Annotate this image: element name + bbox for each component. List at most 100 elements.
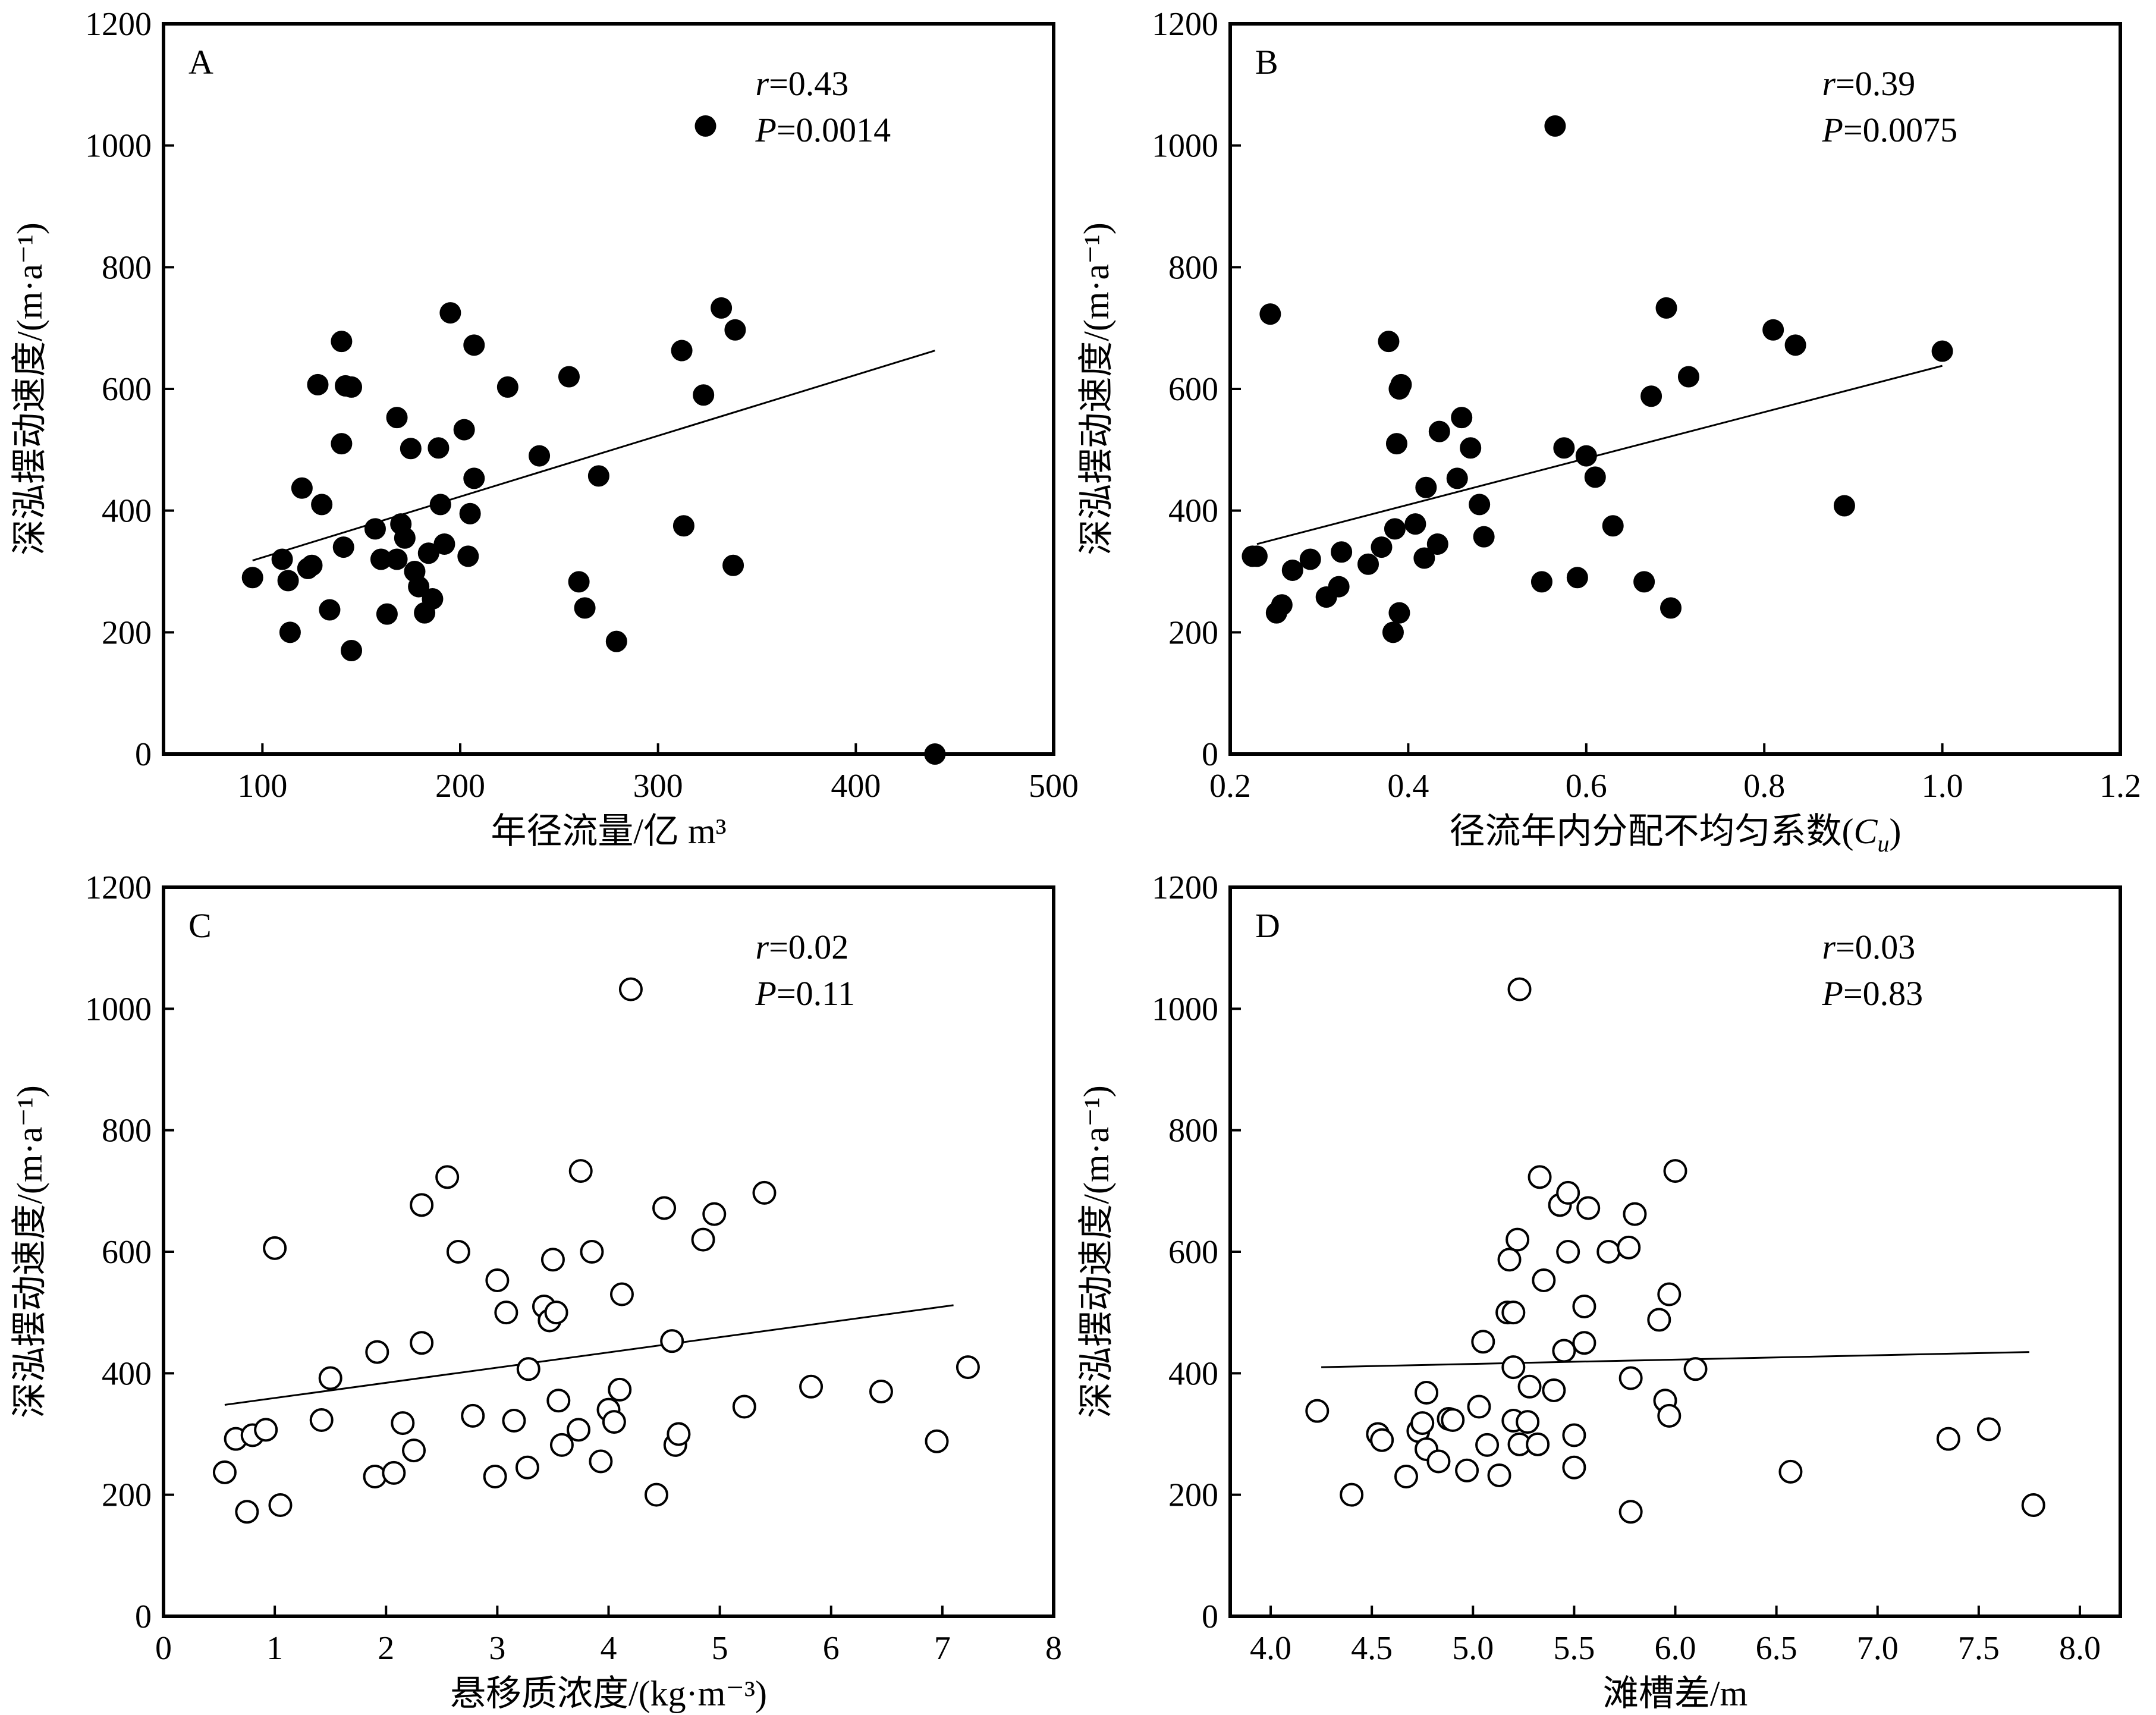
data-point [1501,1355,1526,1380]
data-point [1428,420,1450,442]
data-point [1469,494,1491,516]
data-point [402,1438,426,1463]
y-axis-title: 深泓摆动速度/(m·a⁻¹) [1077,222,1116,555]
data-point [1544,115,1566,137]
data-point [1657,1403,1682,1428]
y-tick-label: 0 [135,736,152,773]
data-point [433,533,455,555]
data-point [1677,366,1699,388]
y-tick-label: 800 [1168,249,1218,286]
data-point [605,630,627,652]
data-point [1618,1366,1643,1390]
panel-d-scatter-plot: 0 200 400 600 800 1000 1200 4.0 4.5 5.0 5.5 6.0 6.5 7… [1077,869,2122,1713]
data-point [1623,1202,1647,1226]
data-point [1528,1165,1552,1189]
r-symbol: r [1822,64,1836,103]
data-point [644,1482,668,1507]
r-value: =0.43 [769,64,848,103]
data-point [568,1159,593,1183]
data-point [568,571,590,593]
x-tick-label: 6.0 [1655,1630,1696,1667]
y-tick-label: 200 [102,614,152,651]
r-symbol: r [756,928,769,966]
correlation-r-label: r=0.39 [1822,64,1916,103]
x-tick-label: 2 [378,1630,394,1667]
data-point [309,1408,334,1433]
y-tick-label: 200 [1168,614,1218,651]
data-point [1460,437,1482,459]
data-point [1562,1423,1586,1447]
data-point [652,1196,677,1220]
data-point [609,1282,634,1306]
data-point [702,1202,727,1226]
data-point [212,1460,237,1484]
data-point [1566,567,1588,589]
data-point [410,1331,434,1355]
x-axis-title: 径流年内分配不均匀系数(Cu) [1450,812,1902,857]
data-point [1385,433,1407,455]
plot-frame [1228,22,2122,756]
y-tick-label: 400 [1168,1355,1218,1392]
data-point [1404,513,1426,535]
x-tick-label: 6 [823,1630,840,1667]
p-value: =0.83 [1843,974,1923,1013]
panel-label: A [188,43,213,81]
data-point [924,743,946,765]
data-point [1271,594,1293,616]
data-point [515,1455,539,1480]
data-point [1552,1339,1576,1363]
y-tick-label: 1000 [1152,128,1218,165]
x-tick-label: 5.0 [1452,1630,1494,1667]
data-point [580,1240,604,1264]
data-point [459,502,481,524]
data-point [1388,602,1410,624]
data-point [331,331,353,353]
data-point [382,1460,406,1485]
p-symbol: P [755,974,777,1013]
data-point [1415,1381,1439,1405]
data-point [1572,1331,1596,1355]
data-point [529,445,551,467]
data-point [1382,621,1404,643]
data-point [1657,1282,1682,1306]
data-point [271,548,293,570]
data-point [1246,545,1268,567]
data-point [364,518,386,540]
data-point [341,640,363,662]
regression-line [1256,365,1943,545]
data-point [365,1340,389,1364]
data-point [291,477,313,499]
data-point [1441,1408,1465,1433]
data-point [1413,547,1435,569]
panel-label: C [188,906,212,945]
data-point [956,1355,980,1380]
y-tick-label: 0 [135,1598,152,1635]
plot-frame [162,885,1055,1618]
data-point [376,603,398,625]
correlation-r-label: r=0.03 [1822,928,1916,966]
p-value-label: P=0.83 [1822,974,1924,1013]
x-tick-label: 1.0 [1922,768,1963,805]
data-point [1506,1227,1530,1252]
data-point [1467,1394,1491,1419]
data-point [540,1248,565,1272]
x-axis-title-symbol: C [1853,812,1878,851]
y-tick-label: 1000 [85,128,152,165]
data-point [386,548,408,570]
data-point [1305,1399,1330,1423]
data-point [446,1240,470,1264]
data-point [235,1500,259,1524]
data-point [1370,1428,1394,1452]
data-point [1833,495,1855,517]
p-value-label: P=0.0075 [1822,111,1958,149]
data-point [1426,533,1448,555]
data-point [672,515,694,537]
data-point [1618,1500,1643,1524]
data-point [268,1493,293,1518]
y-tick-label: 800 [102,1113,152,1149]
data-point [1328,576,1350,598]
data-point [1526,1432,1550,1456]
data-point [1931,340,1953,362]
x-tick-label: 8.0 [2059,1630,2101,1667]
